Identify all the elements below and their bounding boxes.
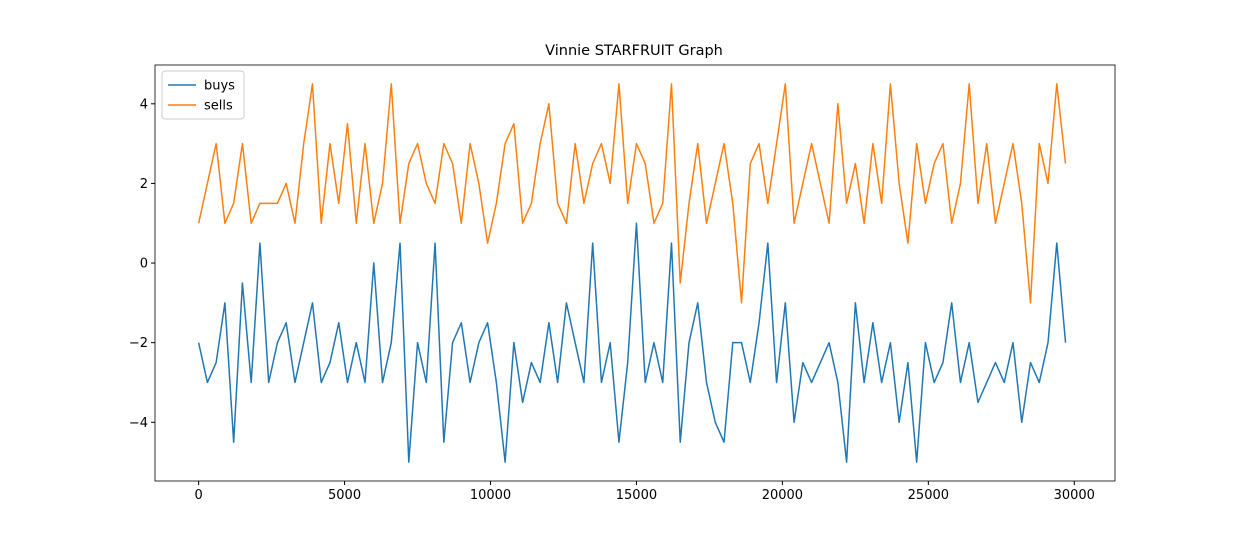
legend: buys sells [161,70,245,120]
x-tick-label: 0 [194,488,202,503]
y-tick-label: 4 [140,97,148,112]
x-tick-label: 15000 [616,488,657,503]
x-tick-label: 30000 [1054,488,1095,503]
series-line [197,83,1067,304]
y-tick-label: −4 [129,416,148,431]
x-tick-label: 20000 [762,488,803,503]
x-tick-label: 25000 [908,488,949,503]
y-tick-label: 0 [140,257,148,272]
x-tick-label: 10000 [470,488,511,503]
y-tick-label: 2 [140,177,148,192]
legend-label: buys [204,79,235,94]
y-tick-label: −2 [129,336,148,351]
chart-title: Vinnie STARFRUIT Graph [545,43,723,59]
legend-box [161,70,245,120]
series-line [197,222,1067,463]
legend-label: sells [204,99,233,114]
x-tick-label: 5000 [328,488,361,503]
axes-frame [154,64,1116,482]
